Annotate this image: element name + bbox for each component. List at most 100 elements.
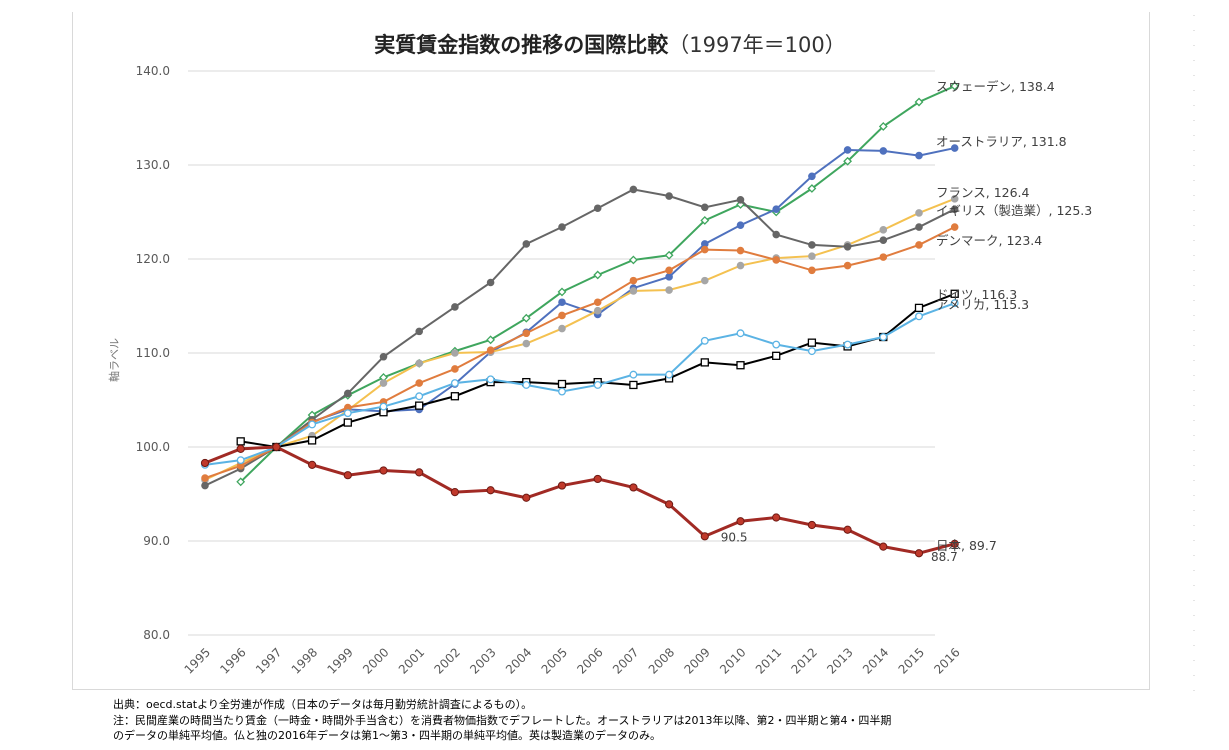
data-point — [201, 481, 209, 490]
data-point — [521, 313, 531, 323]
data-point — [879, 236, 888, 244]
x-tick-label: 2011 — [753, 645, 784, 676]
data-point — [415, 379, 424, 387]
data-point — [200, 458, 210, 468]
chart-title-suffix: （1997年＝100） — [668, 33, 846, 57]
data-point — [558, 298, 566, 307]
series-7 — [200, 442, 959, 558]
data-point — [772, 513, 781, 522]
x-tick-label: 2012 — [789, 645, 820, 676]
data-point — [772, 340, 781, 349]
data-point — [879, 226, 888, 234]
data-point — [914, 549, 924, 558]
footer-source: 出典：oecd.statより全労連が作成（日本のデータは毎月勤労統計調査によるも… — [113, 698, 533, 711]
data-point — [451, 365, 459, 373]
data-point — [558, 223, 566, 231]
data-point — [700, 532, 709, 541]
data-point — [950, 81, 960, 91]
data-point — [950, 539, 959, 548]
data-point — [522, 493, 531, 502]
series-end-label: デンマーク, 123.4 — [936, 233, 1042, 248]
data-point — [629, 287, 638, 295]
footer-note-1: 注：民間産業の時間当たり賃金（一時金・時間外手当含む）を消費者物価指数でデフレー… — [113, 714, 892, 727]
data-point — [736, 361, 745, 370]
data-point — [843, 261, 852, 270]
data-point — [914, 303, 924, 313]
data-point — [629, 185, 638, 194]
decorative-dotted-border — [1193, 15, 1195, 695]
data-point — [736, 221, 745, 229]
y-tick-label: 80.0 — [143, 628, 170, 642]
series-end-label: ドイツ, 116.3 — [936, 287, 1017, 302]
data-point — [950, 299, 959, 308]
data-point — [808, 172, 816, 181]
x-tick-label: 2010 — [717, 645, 748, 676]
x-tick-label: 2003 — [467, 645, 498, 676]
x-tick-label: 2016 — [931, 645, 962, 676]
data-point — [522, 339, 531, 348]
annotations: 90.588.71 — [721, 530, 958, 564]
annotation-label: 90.5 — [721, 530, 748, 544]
data-point — [522, 240, 531, 248]
data-point — [236, 437, 245, 446]
data-point — [736, 246, 745, 255]
x-tick-label: 2014 — [860, 645, 891, 676]
data-point — [915, 209, 923, 217]
x-tick-label: 2006 — [574, 645, 605, 676]
data-point — [807, 338, 817, 347]
data-point — [879, 253, 888, 261]
data-point — [701, 203, 709, 212]
data-point — [665, 500, 674, 509]
data-point — [486, 486, 495, 495]
series-1 — [272, 144, 959, 451]
data-point — [664, 250, 674, 260]
data-point — [593, 306, 602, 315]
data-point — [665, 192, 673, 200]
series-end-label: 日本, 89.7 — [936, 538, 997, 553]
x-tick-label: 2001 — [396, 645, 427, 676]
data-point — [629, 276, 638, 285]
series-end-label: スウェーデン, 138.4 — [936, 79, 1055, 94]
series-end-label: アメリカ, 115.3 — [936, 297, 1029, 312]
data-point — [629, 380, 638, 390]
data-point — [450, 392, 460, 401]
data-point — [272, 442, 281, 452]
x-tick-label: 1997 — [253, 645, 284, 676]
series-line — [204, 226, 956, 479]
data-point — [522, 329, 531, 338]
data-point — [308, 420, 317, 429]
data-point — [950, 205, 959, 213]
data-point — [344, 389, 352, 398]
data-point — [307, 436, 317, 445]
annotation-label: 88.7 — [931, 550, 958, 564]
data-point — [557, 379, 567, 389]
data-point — [843, 525, 852, 534]
data-point — [700, 216, 710, 225]
data-point — [628, 255, 638, 265]
series-6 — [201, 299, 959, 469]
data-point — [558, 324, 566, 333]
series-end-label: イギリス（製造業）, 125.3 — [936, 203, 1092, 218]
data-point — [629, 483, 638, 492]
data-point — [736, 517, 745, 526]
data-point — [486, 375, 495, 384]
data-point — [415, 392, 424, 401]
series-line — [204, 197, 956, 481]
data-point — [557, 481, 567, 490]
line-chart: 実質賃金指数の推移の国際比較（1997年＝100） 80.0 90.0 100.0 1… — [107, 33, 1092, 677]
series-end-label: オーストラリア, 131.8 — [936, 134, 1067, 149]
data-point — [379, 402, 388, 411]
gridlines — [188, 70, 935, 636]
data-point — [379, 379, 388, 387]
data-point — [593, 474, 602, 484]
data-point — [558, 311, 566, 320]
chart-title: 実質賃金指数の推移の国際比較（1997年＝100） — [374, 33, 846, 57]
x-tick-label: 2008 — [646, 645, 677, 676]
data-point — [379, 352, 388, 361]
data-point — [950, 144, 959, 152]
data-point — [878, 122, 888, 131]
data-point — [343, 409, 352, 418]
end-labels: スウェーデン, 138.4 オーストラリア, 131.8 フランス, 126.4 イギ… — [936, 79, 1092, 553]
data-point — [522, 381, 531, 389]
data-point — [950, 223, 959, 231]
